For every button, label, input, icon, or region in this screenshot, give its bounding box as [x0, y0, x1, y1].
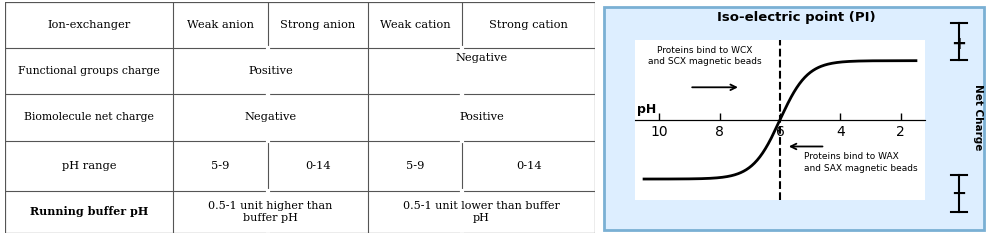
Text: 5-9: 5-9: [211, 161, 230, 171]
Text: pH: pH: [637, 103, 656, 116]
Text: Running buffer pH: Running buffer pH: [30, 206, 148, 217]
Text: 0-14: 0-14: [516, 161, 541, 171]
Text: and SCX magnetic beads: and SCX magnetic beads: [648, 57, 761, 66]
Text: Weak anion: Weak anion: [187, 20, 254, 30]
Text: Net Charge: Net Charge: [973, 84, 983, 151]
Text: Proteins bind to WCX: Proteins bind to WCX: [657, 46, 752, 55]
Text: Proteins bind to WAX: Proteins bind to WAX: [804, 152, 899, 161]
Text: 0.5-1 unit higher than
buffer pH: 0.5-1 unit higher than buffer pH: [208, 201, 333, 223]
Text: 0.5-1 unit lower than buffer
pH: 0.5-1 unit lower than buffer pH: [403, 201, 560, 223]
Text: −: −: [951, 184, 966, 203]
Text: Biomolecule net charge: Biomolecule net charge: [24, 113, 154, 122]
Text: pH range: pH range: [62, 161, 116, 171]
Text: and SAX magnetic beads: and SAX magnetic beads: [804, 164, 918, 173]
Text: Iso-electric point (PI): Iso-electric point (PI): [717, 11, 875, 24]
Text: +: +: [951, 35, 966, 53]
Text: Weak cation: Weak cation: [380, 20, 450, 30]
Text: Negative: Negative: [244, 113, 297, 122]
Text: 5-9: 5-9: [406, 161, 424, 171]
Text: Strong anion: Strong anion: [280, 20, 355, 30]
Text: 0-14: 0-14: [305, 161, 331, 171]
Text: Negative: Negative: [455, 53, 507, 63]
Text: Positive: Positive: [459, 113, 504, 122]
Text: Functional groups charge: Functional groups charge: [18, 67, 160, 76]
FancyBboxPatch shape: [604, 7, 984, 230]
Text: Positive: Positive: [248, 67, 293, 76]
Text: Ion-exchanger: Ion-exchanger: [47, 20, 131, 30]
Text: Strong cation: Strong cation: [489, 20, 568, 30]
